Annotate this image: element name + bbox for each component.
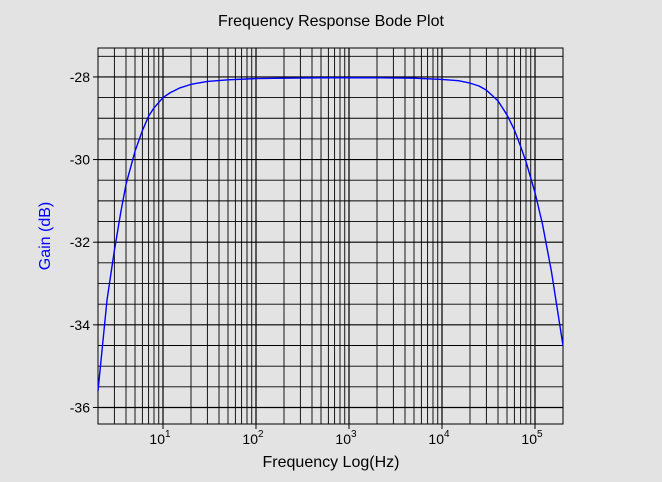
x-tick-label: 104 (428, 429, 450, 447)
y-axis-label: Gain (dB) (37, 202, 54, 270)
y-tick-label: -28 (70, 69, 90, 85)
chart-title: Frequency Response Bode Plot (218, 13, 444, 30)
x-axis-label: Frequency Log(Hz) (263, 454, 400, 471)
y-tick-label: -32 (70, 234, 90, 250)
y-tick-label: -34 (70, 317, 90, 333)
plot-area (97, 47, 564, 425)
grid-lines (97, 48, 564, 424)
x-tick-label: 102 (242, 429, 264, 447)
y-tick-label: -36 (70, 399, 90, 415)
x-tick-label: 101 (149, 429, 171, 447)
series-layer (97, 77, 564, 392)
gain-series-line (97, 77, 564, 392)
x-tick-label: 105 (521, 429, 543, 447)
y-tick-label: -30 (70, 152, 90, 168)
x-tick-label: 103 (335, 429, 357, 447)
axis-ticks: -28 -30 -32 -34 -36 101 102 103 104 105 (70, 69, 543, 447)
